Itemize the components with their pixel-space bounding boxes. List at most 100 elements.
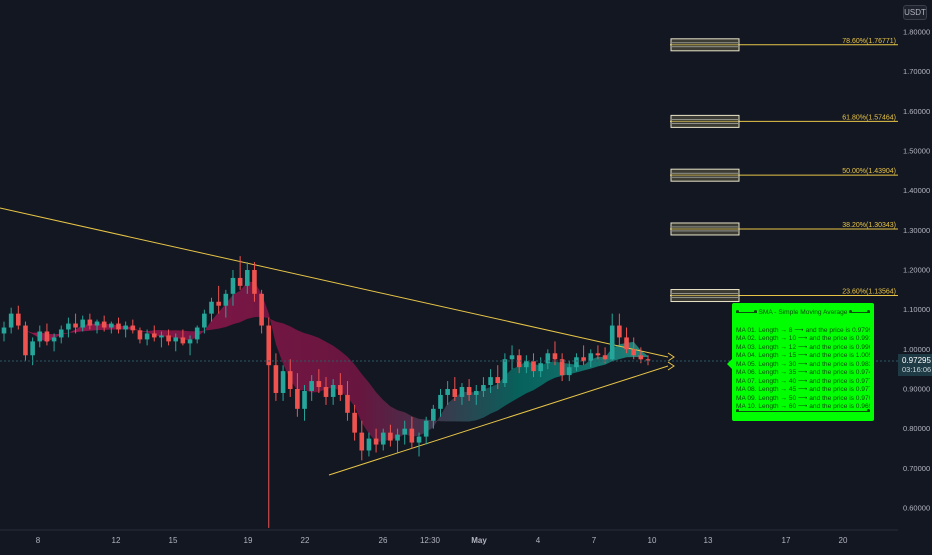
candle-body (23, 325, 28, 356)
candle-body (66, 323, 71, 330)
candle-body (330, 385, 336, 397)
candle-body (194, 327, 200, 340)
x-axis[interactable]: 8 12 15 19 22 26 12:30 May 4 7 10 13 17 20 (0, 529, 898, 545)
candle-body (1, 327, 7, 334)
candle-body (316, 381, 322, 388)
y-tick-label: 0.90000 (903, 385, 930, 394)
candle-body (295, 389, 300, 409)
candle-body (581, 357, 586, 362)
candle-body (552, 353, 558, 360)
candle-body (373, 438, 379, 445)
legend-ma-row: MA 01. Length → 8 ⟶ and the price is 0.9… (736, 327, 870, 334)
y-tick-label: 1.20000 (903, 266, 930, 275)
legend-ma-row: MA 02. Length → 10 ⟶ and the price is 0.… (736, 335, 870, 343)
candle-body (595, 353, 601, 356)
candle-body (638, 355, 644, 360)
candle-body (230, 277, 236, 294)
candle-body (109, 323, 114, 328)
x-tick-label: 12:30 (420, 536, 441, 545)
y-tick-label: 0.80000 (903, 424, 930, 433)
candle-body (137, 330, 143, 340)
candle-body (259, 293, 264, 326)
support-trendline (328, 365, 669, 476)
x-tick-label: 10 (648, 536, 657, 545)
candle-body (94, 321, 100, 326)
currency-badge[interactable]: USDT (903, 5, 927, 20)
candle-body (58, 329, 64, 338)
x-tick-label: 4 (536, 536, 541, 545)
candles (1, 256, 651, 528)
candle-body (173, 337, 179, 342)
legend-ma-row: MA 10. Length → 60 ⟶ and the price is 0.… (736, 402, 870, 410)
y-axis[interactable]: 1.80000 1.70000 1.60000 1.50000 1.40000 1.300… (903, 28, 930, 513)
fib-level-label: 23.60%(1.13564) (842, 289, 896, 296)
x-tick-label: 26 (379, 536, 388, 545)
candle-body (423, 420, 429, 437)
candle-body (566, 367, 572, 376)
x-tick-label: 12 (112, 536, 121, 545)
fib-level-zone (670, 114, 740, 128)
y-tick-label: 1.70000 (903, 67, 930, 76)
last-price-tag: 0.97295 03:16:06 (898, 354, 932, 376)
candle-body (123, 325, 128, 330)
legend-title-row: SMA - Simple Moving Average (736, 307, 870, 317)
fib-level-zone (670, 168, 740, 182)
candle-body (37, 331, 43, 342)
y-tick-label: 1.30000 (903, 226, 930, 235)
candle-body (452, 389, 458, 397)
candle-body (266, 325, 272, 366)
support-arrow-icon (667, 361, 675, 371)
ma-ribbon (4, 281, 648, 442)
candle-body (617, 325, 622, 338)
candle-body (216, 301, 221, 306)
candle-body (338, 385, 343, 395)
candle-body (345, 394, 350, 413)
candle-body (473, 390, 479, 395)
candle-body (509, 355, 515, 360)
candle-body (431, 408, 436, 421)
x-tick-label: 8 (36, 536, 41, 545)
candle-body (87, 319, 93, 326)
fib-level: 50.00%(1.43904) (670, 168, 898, 182)
candle-body (609, 325, 615, 360)
y-tick-label: 0.60000 (903, 504, 930, 513)
x-tick-label: 22 (301, 536, 310, 545)
candle-body (574, 357, 579, 368)
candle-body (488, 377, 493, 386)
candle-body (101, 321, 107, 328)
candle-body (602, 355, 608, 360)
candle-body (280, 371, 286, 393)
fib-level-label: 78.60%(1.76771) (842, 38, 896, 45)
legend-ma-row: MA 03. Length → 12 ⟶ and the price is 0.… (736, 343, 870, 351)
fib-level-zone (670, 289, 740, 303)
legend-ma-row: MA 08. Length → 45 ⟶ and the price is 0.… (736, 386, 870, 394)
fib-level: 38.20%(1.30343) (670, 222, 898, 236)
resistance-arrow-icon (667, 352, 675, 362)
x-tick-label: May (471, 536, 487, 545)
candle-body (395, 434, 400, 441)
candle-body (202, 313, 207, 328)
y-tick-label: 1.60000 (903, 107, 930, 116)
candle-body (16, 313, 21, 326)
candle-body (244, 270, 250, 286)
candle-body (302, 390, 307, 409)
candle-body (237, 277, 243, 286)
candle-body (559, 359, 565, 376)
candle-body (481, 385, 486, 391)
candle-body (44, 331, 50, 342)
legend-rows: MA 01. Length → 8 ⟶ and the price is 0.9… (736, 327, 870, 411)
candle-body (159, 335, 164, 338)
candle-body (252, 270, 257, 294)
candle-body (380, 432, 386, 445)
candle-body (388, 432, 393, 441)
legend-ma-row: MA 05. Length → 30 ⟶ and the price is 0.… (736, 360, 870, 368)
x-tick-label: 20 (839, 536, 848, 545)
candle-body (416, 436, 422, 443)
candle-body (409, 428, 415, 443)
fib-level-zone (670, 222, 740, 236)
fib-level: 78.60%(1.76771) (670, 38, 898, 52)
legend-ma-row: MA 06. Length → 35 ⟶ and the price is 0.… (736, 369, 870, 377)
fib-level-label: 61.80%(1.57464) (842, 114, 896, 121)
